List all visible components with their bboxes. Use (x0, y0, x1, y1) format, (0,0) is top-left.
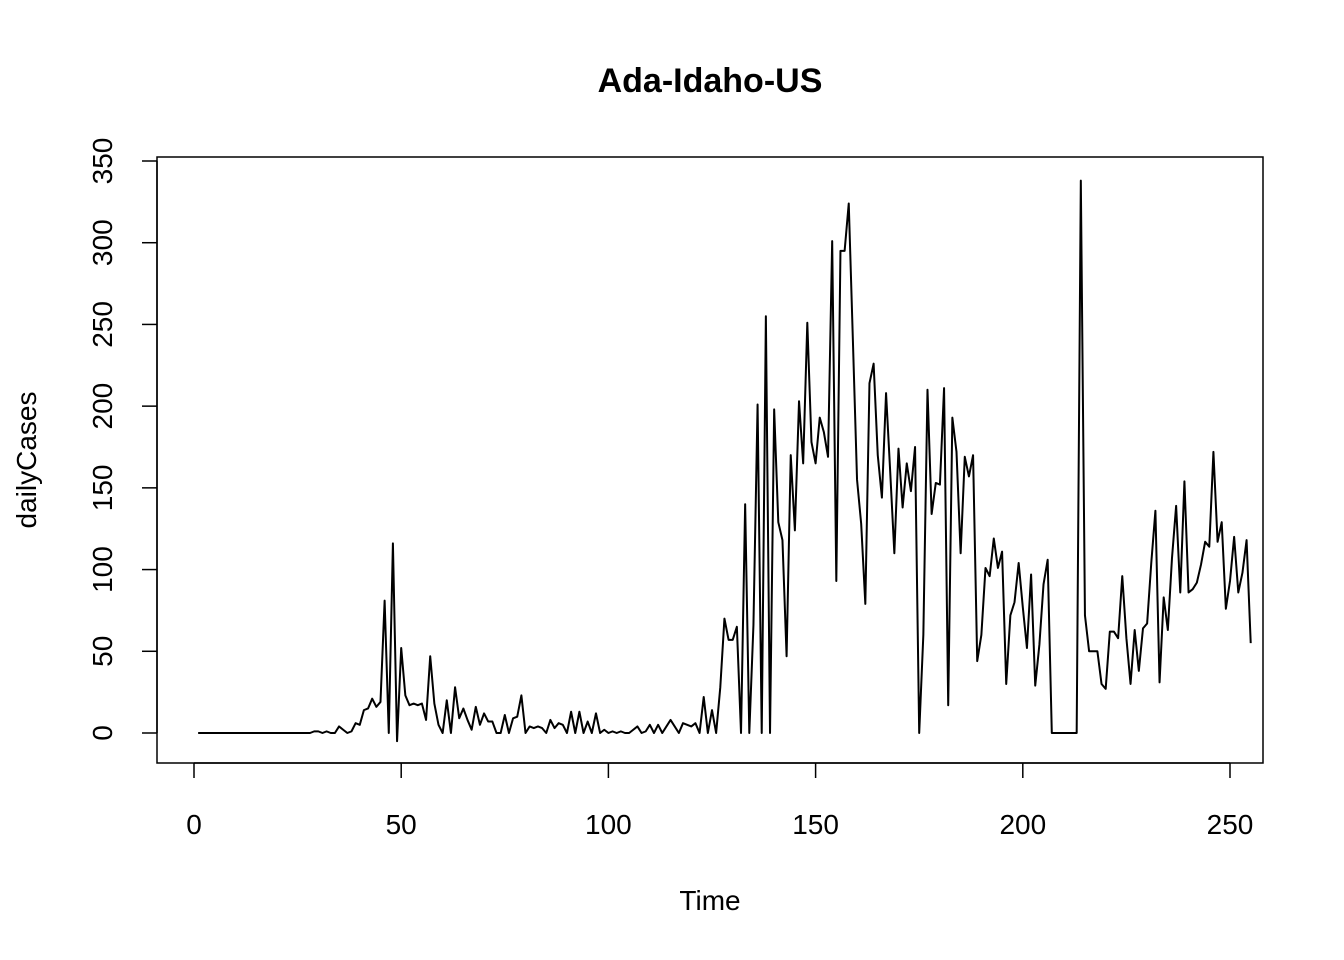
x-axis: 0 50 100 150 200 250 (186, 762, 1254, 840)
chart-title: Ada-Idaho-US (598, 62, 823, 100)
x-tick-label: 100 (585, 809, 632, 840)
y-axis: 0 50 100 150 200 250 300 350 (87, 138, 158, 741)
y-tick-label: 200 (87, 383, 118, 430)
x-tick-label: 150 (792, 809, 839, 840)
x-tick-label: 0 (186, 809, 202, 840)
y-tick-label: 350 (87, 138, 118, 185)
y-tick-label: 150 (87, 464, 118, 511)
y-axis-label: dailyCases (11, 392, 42, 529)
x-tick-label: 50 (386, 809, 417, 840)
y-tick-label: 0 (87, 725, 118, 741)
y-tick-label: 250 (87, 301, 118, 348)
y-tick-label: 50 (87, 636, 118, 667)
y-tick-label: 100 (87, 546, 118, 593)
x-tick-label: 250 (1207, 809, 1254, 840)
plot-frame (156, 156, 1264, 764)
x-axis-label: Time (679, 885, 740, 916)
y-tick-label: 300 (87, 219, 118, 266)
x-tick-label: 200 (999, 809, 1046, 840)
series-line (198, 179, 1252, 743)
